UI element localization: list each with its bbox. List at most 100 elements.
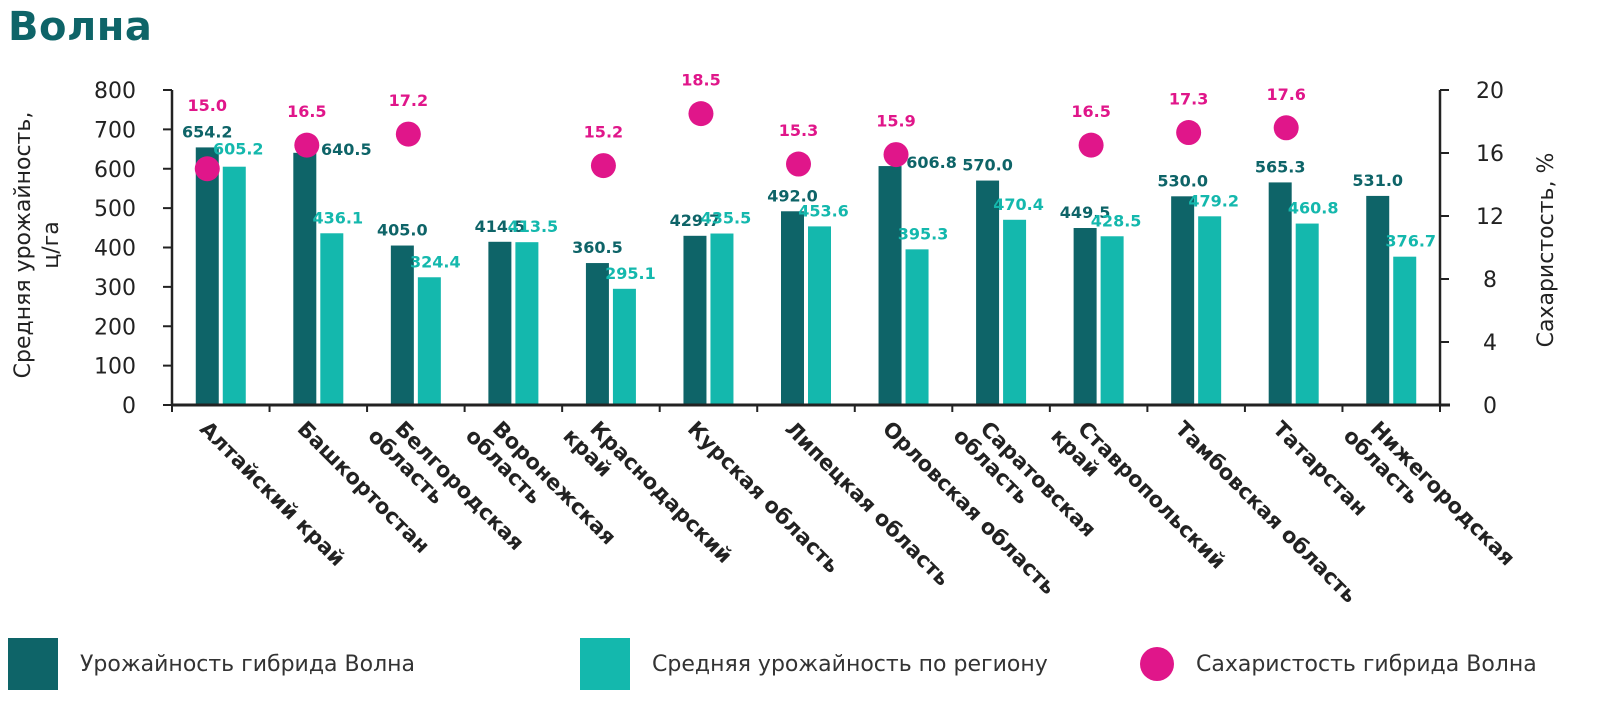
legend-label: Средняя урожайность по региону bbox=[652, 651, 1048, 677]
data-label-hybrid: 606.8 bbox=[906, 153, 957, 172]
right-axis-ticks: 0 4 8 12 16 20 bbox=[1476, 79, 1504, 419]
category-label-text: Тамбовская область bbox=[1171, 417, 1362, 608]
data-label-region: 428.5 bbox=[1091, 211, 1142, 230]
data-label-region: 413.5 bbox=[508, 217, 559, 236]
bar-hybrid bbox=[976, 180, 1000, 405]
data-label-region: 376.7 bbox=[1385, 232, 1436, 251]
y-tick-label: 600 bbox=[94, 158, 136, 183]
legend-swatch-dark bbox=[8, 638, 58, 690]
data-label-region: 453.6 bbox=[798, 201, 849, 220]
y2-tick-label: 12 bbox=[1476, 205, 1504, 230]
legend-item-series2: Средняя урожайность по региону bbox=[580, 636, 1048, 692]
data-label-sugar: 17.3 bbox=[1169, 90, 1208, 109]
y-tick-label: 500 bbox=[94, 197, 136, 222]
y2-tick-label: 20 bbox=[1476, 79, 1504, 104]
data-label-hybrid: 530.0 bbox=[1157, 171, 1208, 190]
y-tick-label: 300 bbox=[94, 276, 136, 301]
data-label-sugar: 15.3 bbox=[779, 121, 818, 140]
y-tick-label: 400 bbox=[94, 237, 136, 262]
bar-hybrid bbox=[390, 245, 414, 405]
data-label-hybrid: 654.2 bbox=[182, 122, 233, 141]
category-label-text: Липецкая область bbox=[780, 417, 954, 591]
bar-region-average bbox=[1393, 256, 1417, 405]
data-label-hybrid: 531.0 bbox=[1352, 171, 1403, 190]
left-axis-ticks: 0 100 200 300 400 500 600 700 800 bbox=[94, 79, 136, 419]
bar-region-average bbox=[515, 242, 539, 405]
data-label-region: 479.2 bbox=[1188, 191, 1239, 210]
category-label: Тамбовская область bbox=[1171, 417, 1362, 608]
data-label-region: 395.3 bbox=[898, 224, 949, 243]
bar-hybrid bbox=[1366, 195, 1390, 405]
y-tick-label: 0 bbox=[122, 394, 136, 419]
category-label-line: Нижегородская bbox=[1366, 417, 1520, 571]
y2-axis-title: Сахаристость, % bbox=[1534, 153, 1559, 348]
legend-label: Урожайность гибрида Волна bbox=[80, 651, 415, 677]
data-label-sugar: 18.5 bbox=[681, 71, 720, 90]
dot-sugar bbox=[590, 153, 616, 179]
data-label-sugar: 15.9 bbox=[876, 112, 915, 131]
y2-tick-label: 8 bbox=[1483, 268, 1497, 293]
category-labels: Алтайский крайБашкортостанБелгородскаяоб… bbox=[195, 417, 1520, 608]
bar-region-average bbox=[612, 288, 636, 405]
bars bbox=[195, 147, 1417, 405]
dot-sugar bbox=[194, 156, 220, 182]
bar-region-average bbox=[320, 233, 344, 405]
bar-hybrid bbox=[781, 211, 804, 405]
data-label-hybrid: 570.0 bbox=[962, 156, 1013, 175]
bar-region-average bbox=[1003, 219, 1027, 405]
legend-item-series3: Сахаристость гибрида Волна bbox=[1140, 636, 1537, 692]
legend-swatch-light bbox=[580, 638, 630, 690]
data-label-region: 460.8 bbox=[1288, 199, 1339, 218]
y-axis-title: Средняя урожайность, bbox=[11, 112, 36, 379]
category-label-line: Липецкая область bbox=[780, 417, 954, 591]
y2-tick-label: 0 bbox=[1483, 394, 1497, 419]
data-label-region: 435.5 bbox=[701, 209, 752, 228]
data-label-sugar: 16.5 bbox=[1071, 102, 1110, 121]
y2-tick-label: 16 bbox=[1476, 142, 1504, 167]
bar-hybrid bbox=[878, 166, 902, 405]
data-label-region: 295.1 bbox=[605, 264, 656, 283]
data-label-hybrid: 414.5 bbox=[475, 217, 526, 236]
bar-hybrid bbox=[195, 147, 219, 405]
bar-hybrid bbox=[293, 152, 317, 405]
dot-sugar bbox=[688, 101, 714, 127]
chart-title: Волна bbox=[8, 4, 153, 50]
bar-region-average bbox=[905, 249, 929, 405]
legend-dot-pink bbox=[1140, 647, 1174, 681]
bar-hybrid bbox=[683, 235, 707, 405]
y-tick-label: 800 bbox=[94, 79, 136, 104]
dots bbox=[194, 101, 1299, 182]
data-label-sugar: 15.0 bbox=[188, 96, 227, 115]
data-label-hybrid: 449.5 bbox=[1060, 203, 1111, 222]
dot-sugar bbox=[1273, 115, 1299, 141]
data-label-sugar: 17.2 bbox=[389, 91, 428, 110]
legend-label: Сахаристость гибрида Волна bbox=[1196, 651, 1537, 677]
bar-region-average bbox=[710, 233, 734, 405]
data-label-sugar: 15.2 bbox=[584, 123, 623, 142]
dot-sugar bbox=[883, 142, 909, 168]
dot-sugar bbox=[294, 132, 320, 158]
data-label-hybrid: 360.5 bbox=[572, 238, 623, 257]
data-label-sugar: 16.5 bbox=[287, 102, 326, 121]
data-label-hybrid: 492.0 bbox=[767, 186, 818, 205]
axes bbox=[163, 89, 1450, 412]
data-label-region: 605.2 bbox=[213, 140, 264, 159]
y-tick-label: 700 bbox=[94, 118, 136, 143]
bar-hybrid bbox=[1171, 196, 1195, 405]
bar-hybrid bbox=[1268, 182, 1292, 405]
data-label-region: 470.4 bbox=[993, 195, 1044, 214]
category-label: Липецкая область bbox=[780, 417, 954, 591]
data-label-sugar: 17.6 bbox=[1266, 85, 1305, 104]
data-label-hybrid: 640.5 bbox=[321, 140, 372, 159]
y-tick-label: 100 bbox=[94, 355, 136, 380]
chart: 0 100 200 300 400 500 600 700 800 0 4 8 12 16 20 654.… bbox=[11, 71, 1559, 608]
bar-hybrid bbox=[488, 241, 512, 405]
data-label-region: 324.4 bbox=[410, 252, 461, 271]
category-label-line: Тамбовская область bbox=[1171, 417, 1362, 608]
bar-region-average bbox=[417, 277, 441, 405]
legend-item-series1: Урожайность гибрида Волна bbox=[8, 636, 415, 692]
bar-region-average bbox=[808, 226, 831, 405]
bar-hybrid bbox=[1073, 228, 1097, 405]
bar-region-average bbox=[222, 166, 246, 405]
y-tick-label: 200 bbox=[94, 315, 136, 340]
